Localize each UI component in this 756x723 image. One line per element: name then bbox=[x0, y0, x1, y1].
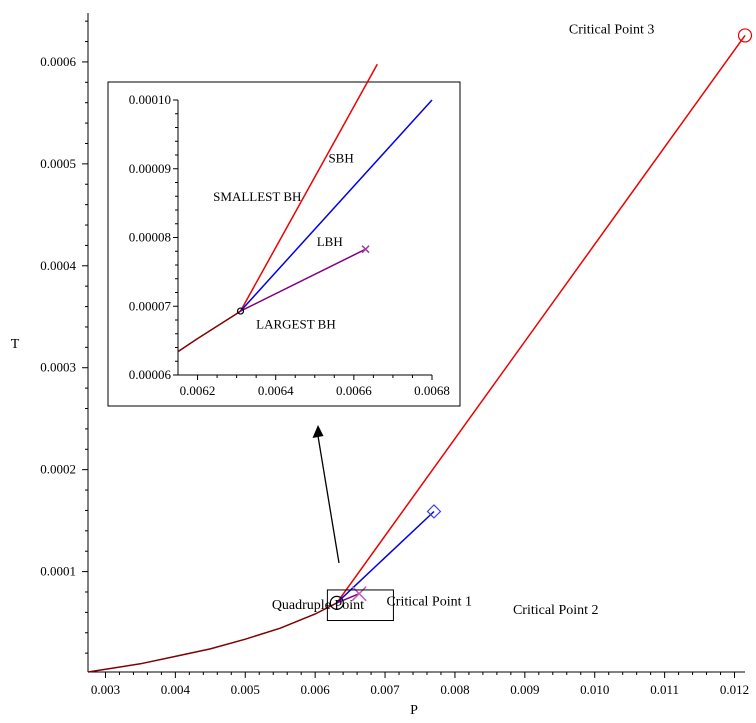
inset-ticks: 0.0062 0.0064 0.0066 0.0068 0.00006 0.00007 0.… bbox=[129, 92, 450, 398]
inset-x-tick-label: 0.0062 bbox=[180, 383, 216, 398]
series-line-1 bbox=[87, 602, 338, 673]
marker-diamond bbox=[426, 504, 442, 519]
zoom-box bbox=[326, 589, 394, 622]
inset-region-label: LBH bbox=[317, 234, 343, 249]
inset-y-tick-label: 0.00006 bbox=[129, 367, 172, 382]
main-annotations: Critical Point 3 Critical Point 2 Critical… bbox=[272, 22, 655, 618]
y-tick-label: 0.0005 bbox=[40, 156, 76, 171]
inset-x-tick-label: 0.0064 bbox=[258, 383, 294, 398]
y-tick-label: 0.0003 bbox=[40, 360, 76, 375]
inset-chart: 0.0062 0.0064 0.0066 0.0068 0.00006 0.00007 0.… bbox=[107, 63, 461, 407]
x-tick-label: 0.011 bbox=[650, 682, 679, 697]
inset-region-label: SBH bbox=[328, 151, 353, 166]
series-line-2 bbox=[336, 34, 746, 604]
inset-x-tick-label: 0.0068 bbox=[414, 383, 450, 398]
annotation-label: Critical Point 2 bbox=[513, 603, 599, 618]
annotation-label: Quadruple Point bbox=[272, 598, 364, 613]
x-tick-label: 0.012 bbox=[720, 682, 749, 697]
inset-region-label: SMALLEST BH bbox=[213, 189, 301, 204]
inset-frame bbox=[107, 81, 461, 407]
inset-y-tick-label: 0.00007 bbox=[129, 298, 172, 313]
inset-series bbox=[177, 63, 433, 353]
x-tick-label: 0.004 bbox=[161, 682, 191, 697]
main-ticks: 0.003 0.004 0.005 0.006 0.007 0.008 0.009 0.010… bbox=[40, 20, 749, 697]
y-axis-title: T bbox=[11, 337, 20, 352]
inset-region-label: LARGEST BH bbox=[256, 316, 336, 331]
inset-series-line-1 bbox=[177, 310, 241, 353]
inset-markers bbox=[236, 245, 370, 315]
inset-labels: SBH SMALLEST BH LBH LARGEST BH bbox=[213, 151, 354, 332]
marker-circle bbox=[737, 28, 753, 43]
inset-series-line-3 bbox=[239, 99, 433, 312]
x-tick-label: 0.008 bbox=[440, 682, 469, 697]
marker-circle bbox=[329, 595, 344, 610]
zoom-arrow-shaft bbox=[317, 435, 340, 564]
marker-cross bbox=[351, 586, 367, 602]
x-tick-label: 0.005 bbox=[231, 682, 260, 697]
inset-marker-cross bbox=[361, 245, 370, 254]
inset-x-tick-label: 0.0066 bbox=[336, 383, 372, 398]
inset-series-line-4 bbox=[240, 248, 366, 312]
zoom-arrow-head bbox=[312, 425, 324, 438]
inset-series-line-2 bbox=[239, 63, 378, 312]
annotation-label: Critical Point 1 bbox=[386, 595, 472, 610]
series-line-4 bbox=[336, 593, 360, 604]
zoom-arrow bbox=[312, 425, 340, 564]
x-axis-title: P bbox=[410, 703, 418, 718]
y-tick-label: 0.0002 bbox=[40, 462, 76, 477]
inset-y-tick-label: 0.00009 bbox=[129, 161, 171, 176]
x-tick-label: 0.009 bbox=[510, 682, 539, 697]
series-line-3 bbox=[336, 510, 435, 604]
x-tick-label: 0.003 bbox=[91, 682, 120, 697]
inset-y-tick-label: 0.00008 bbox=[129, 230, 171, 245]
inset-y-tick-label: 0.00010 bbox=[129, 92, 171, 107]
y-tick-label: 0.0004 bbox=[40, 258, 76, 273]
inset-marker-circle bbox=[236, 307, 245, 315]
x-tick-label: 0.010 bbox=[580, 682, 609, 697]
y-tick-label: 0.0001 bbox=[40, 564, 76, 579]
annotation-label: Critical Point 3 bbox=[569, 22, 655, 37]
x-tick-label: 0.006 bbox=[301, 682, 331, 697]
y-tick-label: 0.0006 bbox=[40, 54, 76, 69]
main-markers bbox=[329, 28, 753, 610]
x-tick-label: 0.007 bbox=[370, 682, 400, 697]
